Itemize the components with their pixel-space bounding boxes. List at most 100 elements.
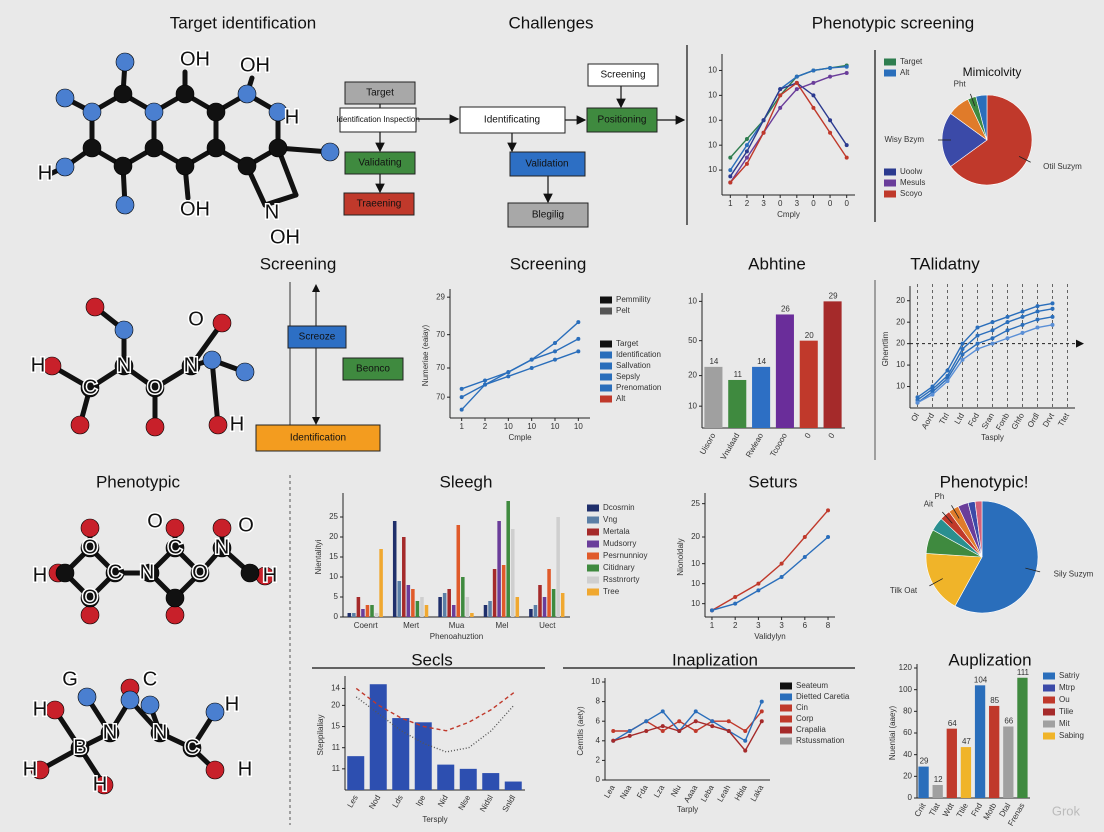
flow-box — [344, 151, 416, 175]
y-tick-label: 15 — [331, 722, 340, 731]
legend-swatch — [600, 373, 612, 381]
point — [759, 719, 764, 724]
atom — [80, 518, 100, 538]
point — [802, 555, 807, 559]
point — [728, 174, 733, 179]
y-tick-label: 70 — [436, 363, 445, 372]
x-tick-label: 3 — [795, 199, 800, 208]
bar — [470, 613, 474, 617]
point — [1020, 322, 1025, 327]
y-tick-label: 20 — [896, 339, 905, 348]
atom — [70, 738, 90, 758]
point — [844, 64, 849, 69]
point — [726, 719, 731, 724]
atom-label: H — [285, 106, 299, 128]
bar — [442, 593, 447, 617]
point — [945, 379, 950, 384]
bar — [352, 613, 356, 617]
point — [960, 357, 965, 362]
x-tick-label: Mert — [403, 621, 420, 630]
atom — [94, 775, 114, 795]
y-tick-label: 0 — [596, 775, 601, 784]
x-tick-label: Uect — [539, 621, 556, 630]
atom — [175, 156, 195, 176]
bar — [456, 525, 461, 617]
y-tick-label: 10 — [691, 579, 700, 588]
point — [627, 729, 632, 733]
x-tick-label: 2 — [733, 621, 738, 630]
atom-label: G — [62, 668, 78, 690]
legend-label: Pesrnunnioy — [603, 551, 647, 560]
point — [506, 370, 511, 375]
x-tick-label: 10 — [551, 422, 560, 431]
point — [761, 130, 766, 135]
leader-line — [970, 93, 976, 107]
bar — [451, 605, 456, 617]
legend-swatch — [1043, 720, 1055, 728]
flow-box — [287, 325, 347, 349]
flow-box — [344, 81, 416, 105]
legend-label: Satriy — [1059, 671, 1079, 680]
x-tick-label: 2 — [483, 422, 488, 431]
y-axis-label: Numeriae (eaiay) — [421, 324, 430, 386]
y-tick-label: 29 — [436, 292, 445, 301]
point — [811, 105, 816, 110]
atom-label: H — [238, 758, 252, 780]
y-axis-label: Nionoldaly — [676, 538, 685, 575]
bar — [551, 589, 556, 617]
point — [733, 595, 738, 599]
series-line — [711, 536, 829, 612]
bar — [406, 585, 411, 617]
point — [529, 366, 534, 370]
legend-swatch — [587, 564, 599, 572]
atom — [165, 605, 185, 625]
legend-label: Sallvation — [616, 361, 651, 370]
y-tick-label: 6 — [596, 716, 601, 725]
y-tick-label: 100 — [899, 685, 913, 694]
legend-swatch — [587, 516, 599, 524]
atom — [120, 690, 140, 710]
point — [1035, 317, 1040, 322]
y-tick-label: 20 — [331, 700, 340, 709]
data-label: 20 — [805, 331, 814, 340]
point — [930, 392, 935, 397]
chart-title: Phenotypic! — [940, 472, 1029, 491]
atom-label: OH — [270, 226, 300, 248]
point — [960, 341, 965, 346]
chart-title: Abhtine — [748, 254, 806, 273]
atom-label: H — [263, 564, 277, 586]
pie-label: Ait — [924, 500, 934, 509]
atom-label: C — [143, 668, 157, 690]
x-tick-label: Mel — [495, 621, 508, 630]
atom-label: O — [82, 586, 98, 608]
point — [828, 74, 833, 79]
pie-label: Ph — [935, 492, 945, 501]
series-line — [729, 81, 848, 184]
bar — [392, 521, 397, 617]
bar — [547, 569, 551, 617]
atom — [165, 518, 185, 538]
atom-label: O — [192, 561, 208, 583]
atom — [190, 563, 210, 583]
x-axis-label: Tarply — [677, 805, 698, 814]
x-tick-label: 10 — [504, 422, 513, 431]
legend-swatch — [780, 704, 792, 712]
point — [744, 155, 749, 160]
atom — [212, 313, 232, 333]
point — [743, 729, 748, 733]
x-tick-label: 3 — [779, 621, 784, 630]
y-tick-label: 10 — [708, 90, 717, 99]
bar — [369, 684, 387, 790]
legend-swatch — [1043, 708, 1055, 716]
legend-label: Mesuls — [900, 178, 925, 187]
point — [744, 143, 749, 148]
point — [710, 719, 715, 724]
bar — [1003, 726, 1014, 798]
point — [1035, 309, 1040, 314]
point — [811, 93, 816, 98]
y-tick-label: 10 — [688, 296, 697, 305]
atom-label: C — [108, 561, 122, 583]
y-tick-label: 10 — [896, 360, 905, 369]
point — [778, 87, 783, 92]
legend-swatch — [884, 168, 896, 176]
